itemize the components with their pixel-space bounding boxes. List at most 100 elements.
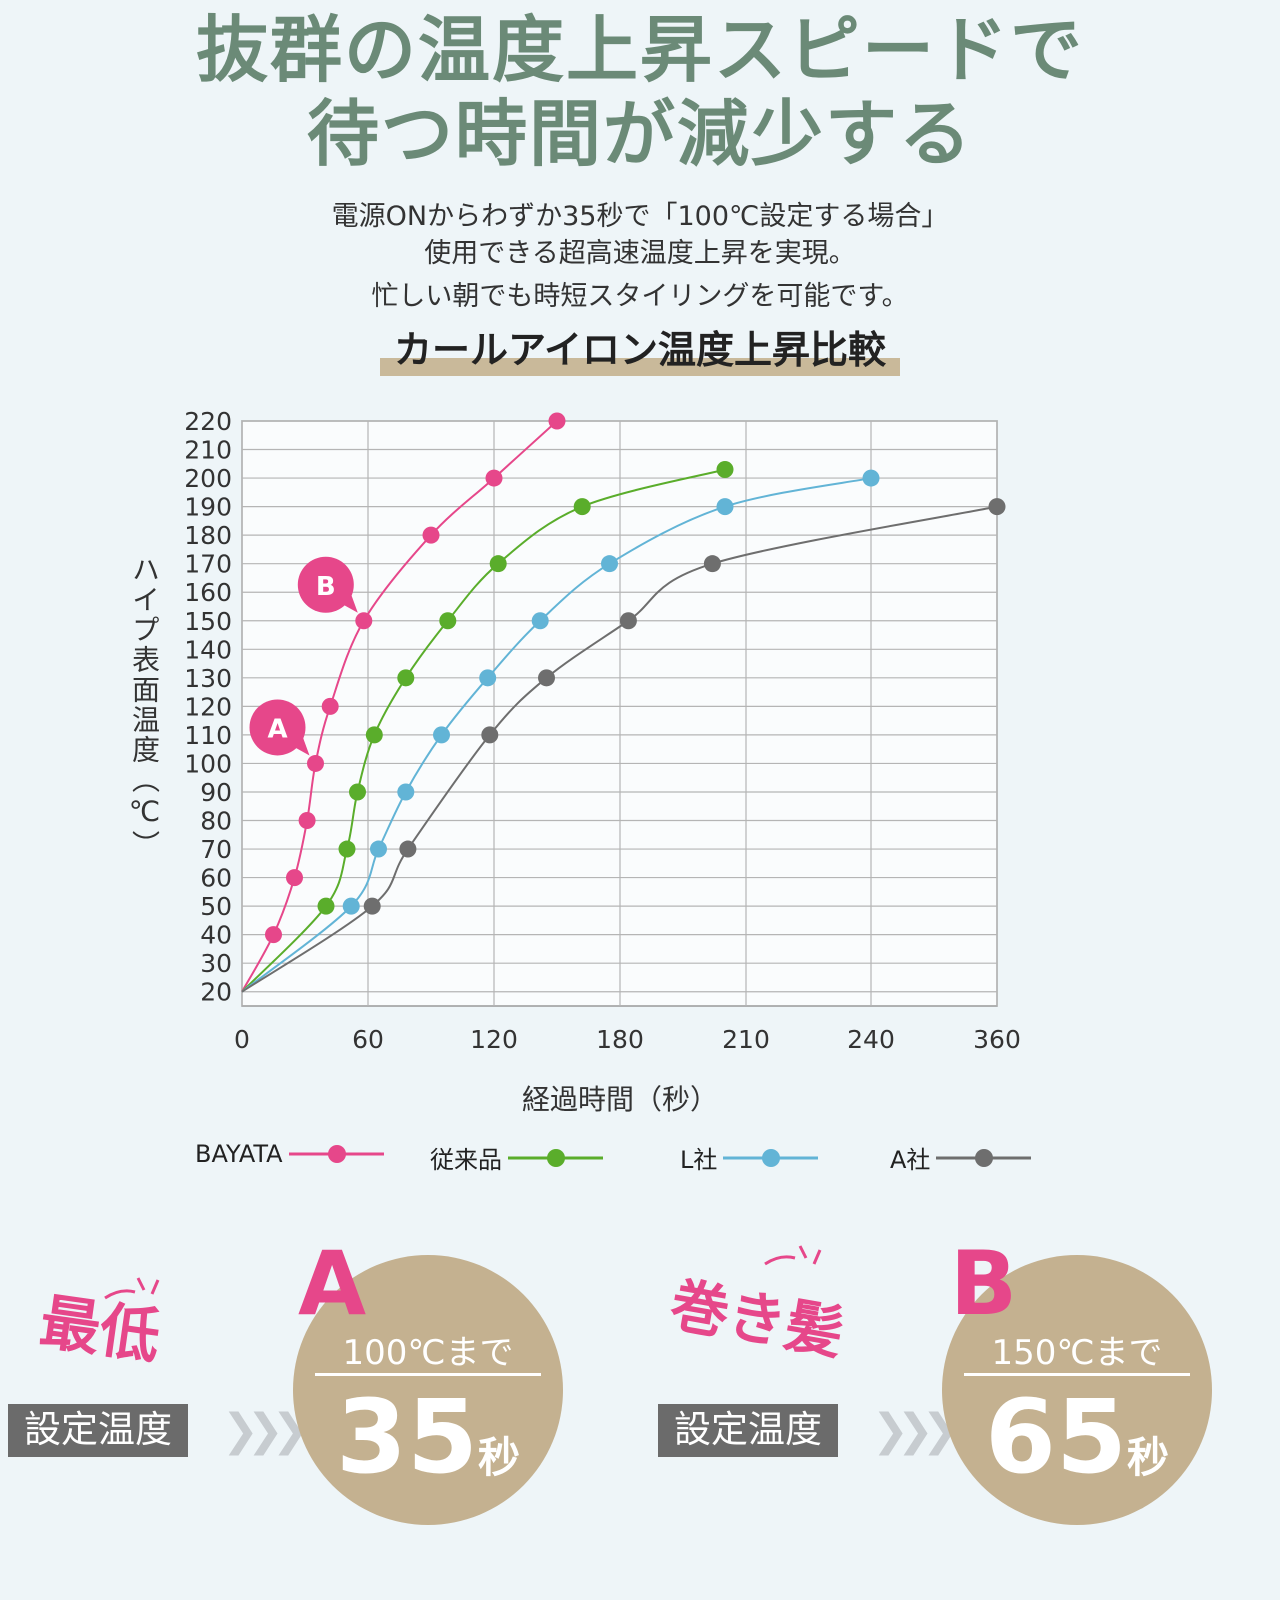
result-circle-left: 100℃まで 35秒 — [293, 1255, 563, 1525]
data-point — [479, 669, 497, 687]
x-tick-label: 0 — [234, 1025, 250, 1054]
y-tick-label: 120 — [184, 692, 232, 721]
y-tick-label: 100 — [184, 749, 232, 778]
annotation-label: B — [316, 572, 336, 602]
x-tick-label: 240 — [847, 1025, 895, 1054]
legend-label: L社 — [680, 1146, 718, 1174]
setting-label-right: 設定温度 — [658, 1404, 838, 1457]
result-unit-left: 秒 — [477, 1433, 520, 1482]
data-point — [481, 726, 499, 744]
result-value-left: 35秒 — [293, 1387, 563, 1489]
chevron-arrows-icon: ❯❯❯ — [222, 1405, 309, 1456]
data-point — [317, 897, 335, 915]
subtitle-line-2: 使用できる超高速温度上昇を実現。 — [424, 238, 856, 269]
data-point — [716, 498, 734, 516]
condition-text-left: 100℃まで — [342, 1333, 514, 1373]
y-tick-label: 170 — [184, 550, 232, 579]
x-tick-label: 180 — [596, 1025, 644, 1054]
data-point — [399, 840, 417, 858]
result-unit-right: 秒 — [1126, 1433, 1169, 1482]
y-tick-label: 60 — [200, 864, 232, 893]
data-point — [548, 412, 566, 430]
y-tick-label: 70 — [200, 835, 232, 864]
bubble-tail — [339, 590, 358, 613]
data-point — [601, 555, 618, 573]
data-point — [619, 612, 637, 630]
legend-swatch — [288, 1145, 384, 1163]
y-tick-label: 190 — [184, 493, 232, 522]
annotation-bubble — [249, 699, 306, 756]
result-value-right: 65秒 — [942, 1387, 1212, 1489]
chart-title-wrap: カールアイロン温度上昇比較 — [0, 329, 1280, 376]
y-tick-label: 160 — [184, 578, 232, 607]
sparkle-icon — [764, 1245, 822, 1266]
data-point — [321, 697, 339, 715]
legend-item: A社 — [890, 1140, 1032, 1175]
annotation-bubble — [297, 556, 354, 613]
legend-swatch — [508, 1148, 603, 1167]
y-tick-label: 200 — [184, 464, 232, 493]
emphasis-word-right: 巻き髪 — [665, 1270, 849, 1368]
data-point — [370, 840, 387, 858]
result-number-left: 35 — [336, 1378, 478, 1497]
legend-item: BAYATA — [195, 1140, 384, 1168]
data-point — [307, 754, 324, 772]
data-point — [365, 726, 383, 744]
data-point — [265, 926, 282, 944]
data-point — [531, 612, 549, 630]
data-point — [338, 840, 356, 858]
y-tick-label: 130 — [184, 664, 232, 693]
data-point — [485, 469, 503, 487]
data-point — [355, 612, 373, 630]
data-point — [422, 526, 440, 544]
y-axis-label: ハイプ表面温度（℃） — [128, 555, 161, 860]
annotation-label: A — [267, 714, 287, 744]
data-point — [433, 726, 450, 744]
y-tick-label: 30 — [200, 949, 232, 978]
data-point — [298, 812, 316, 830]
y-tick-label: 90 — [200, 778, 232, 807]
marker-letter-a: A — [298, 1232, 367, 1335]
y-tick-label: 110 — [184, 721, 232, 750]
data-point — [716, 461, 734, 479]
legend-swatch — [723, 1148, 819, 1167]
divider-line — [964, 1373, 1190, 1376]
legend-label: BAYATA — [195, 1140, 283, 1168]
data-point — [538, 669, 555, 687]
y-tick-label: 150 — [184, 607, 232, 636]
subtitle-line-1: 電源ONからわずか35秒で「100℃設定する場合」 — [331, 201, 949, 232]
data-point — [397, 669, 415, 687]
y-tick-label: 180 — [184, 521, 232, 550]
data-point — [703, 555, 721, 573]
y-tick-label: 80 — [200, 807, 232, 836]
y-tick-label: 210 — [184, 436, 232, 465]
y-tick-label: 40 — [200, 921, 232, 950]
chevron-arrows-icon: ❯❯❯ — [872, 1405, 959, 1456]
data-point — [349, 783, 366, 801]
x-tick-label: 210 — [722, 1025, 770, 1054]
legend-item: 従来品 — [430, 1140, 603, 1175]
setting-label-left: 設定温度 — [8, 1404, 188, 1457]
legend-label: A社 — [890, 1146, 931, 1174]
data-point — [988, 498, 1006, 516]
result-number-right: 65 — [985, 1378, 1127, 1497]
data-point — [489, 555, 507, 573]
x-tick-label: 120 — [470, 1025, 518, 1054]
data-point — [286, 869, 303, 887]
result-circle-right: 150℃まで 65秒 — [942, 1255, 1212, 1525]
divider-line — [315, 1373, 541, 1376]
x-axis-label: 経過時間（秒） — [521, 1083, 718, 1116]
x-tick-label: 360 — [973, 1025, 1021, 1054]
legend-item: L社 — [680, 1140, 819, 1175]
y-tick-label: 50 — [200, 892, 232, 921]
bubble-tail — [291, 733, 310, 756]
sparkle-icon — [104, 1277, 160, 1300]
legend-label: 従来品 — [430, 1146, 502, 1174]
data-point — [573, 498, 591, 516]
data-point — [439, 612, 457, 630]
y-tick-label: 20 — [200, 978, 232, 1007]
x-tick-label: 60 — [352, 1025, 384, 1054]
temperature-chart: 2030405060708090100110120130140150160170… — [184, 407, 1021, 1054]
legend-swatch — [936, 1148, 1032, 1167]
y-tick-label: 140 — [184, 635, 232, 664]
